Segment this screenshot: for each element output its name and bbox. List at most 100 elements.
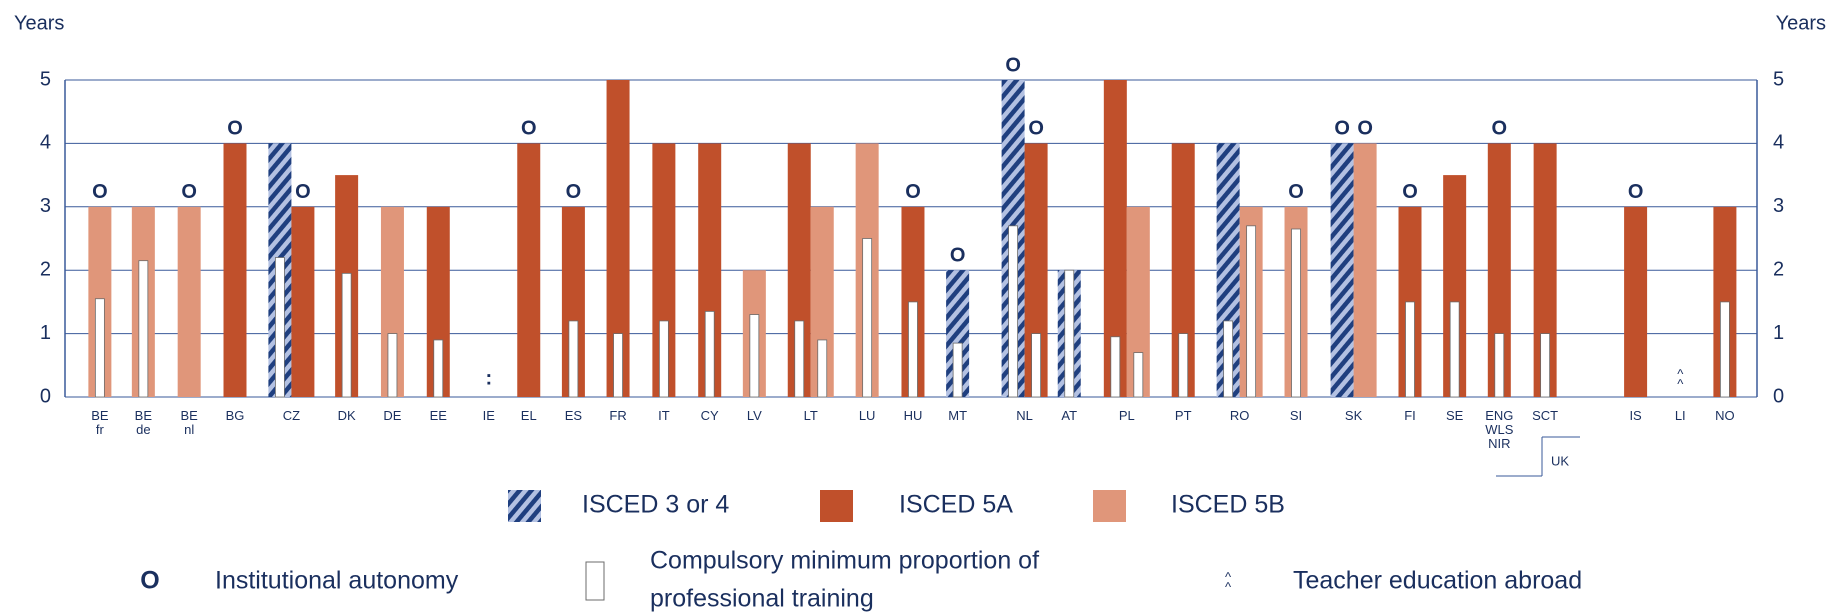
x-tick-label: NO xyxy=(1715,408,1735,423)
bar xyxy=(787,143,811,397)
bar xyxy=(1024,143,1048,397)
y-axis-label: Years xyxy=(14,12,64,34)
autonomy-marker: O xyxy=(181,181,197,203)
training-bar xyxy=(1133,352,1144,398)
autonomy-marker: O xyxy=(92,181,108,203)
x-tick-label: LT xyxy=(804,408,818,423)
y-tick-label: 5 xyxy=(40,68,51,90)
x-tick-label: CZ xyxy=(283,408,300,423)
training-bar xyxy=(1031,333,1041,398)
autonomy-marker: O xyxy=(1402,181,1418,203)
training-bar xyxy=(613,333,623,398)
x-tick-label: SI xyxy=(1290,408,1302,423)
x-tick-label: DE xyxy=(383,408,401,423)
y-tick-label: 1 xyxy=(40,322,51,344)
bar xyxy=(177,206,201,397)
autonomy-marker: O xyxy=(1628,181,1644,203)
x-tick-label: DK xyxy=(338,408,356,423)
bar xyxy=(1330,143,1354,397)
training-bar xyxy=(1008,225,1018,398)
training-bar xyxy=(1178,333,1189,398)
x-tick-label: FI xyxy=(1404,408,1416,423)
training-bar xyxy=(658,320,669,398)
abroad-marker: ^ xyxy=(1677,366,1684,381)
training-bar xyxy=(908,301,918,398)
y-tick-label: 4 xyxy=(40,132,51,154)
autonomy-marker: O xyxy=(905,181,921,203)
legend-symbol: O xyxy=(140,567,159,595)
autonomy-marker: O xyxy=(1005,54,1021,76)
x-tick-label: RO xyxy=(1230,408,1250,423)
bar xyxy=(291,206,315,397)
x-tick-label: SCT xyxy=(1532,408,1558,423)
legend-label: ISCED 5B xyxy=(1171,491,1285,519)
training-bar xyxy=(1291,228,1301,398)
y2-tick-label: 0 xyxy=(1773,385,1784,407)
y-tick-label: 3 xyxy=(40,195,51,217)
legend-label: ISCED 5A xyxy=(899,491,1013,519)
training-bar xyxy=(1720,301,1730,398)
training-bar xyxy=(1110,336,1121,398)
y2-tick-label: 2 xyxy=(1773,258,1784,280)
y2-tick-label: 4 xyxy=(1773,132,1784,154)
training-bar xyxy=(817,339,828,398)
training-bar xyxy=(1246,225,1257,398)
training-bar xyxy=(274,257,285,398)
bar xyxy=(426,206,450,397)
legend-label: Compulsory minimum proportion of xyxy=(650,547,1039,575)
autonomy-marker: O xyxy=(1492,118,1508,140)
x-tick-label: BE nl xyxy=(181,408,199,437)
legend-label: professional training xyxy=(650,585,874,613)
abroad-marker: ^ xyxy=(1677,376,1684,391)
legend-swatch xyxy=(820,490,853,522)
autonomy-marker: O xyxy=(295,181,311,203)
bar xyxy=(1216,143,1240,397)
x-tick-label: EL xyxy=(521,408,537,423)
training-bar xyxy=(749,314,760,398)
y2-tick-label: 1 xyxy=(1773,322,1784,344)
legend-label: Teacher education abroad xyxy=(1293,567,1582,595)
x-tick-label: BE fr xyxy=(91,408,109,437)
bar xyxy=(1103,80,1127,397)
training-bar xyxy=(1540,333,1551,398)
autonomy-marker: O xyxy=(950,244,966,266)
x-tick-label: SE xyxy=(1446,408,1464,423)
training-bar xyxy=(387,333,398,398)
training-bar xyxy=(138,260,149,398)
x-tick-label: LI xyxy=(1675,408,1686,423)
autonomy-marker: O xyxy=(1028,118,1044,140)
training-bar xyxy=(952,342,963,398)
legend-swatch xyxy=(508,490,541,522)
x-tick-label: PT xyxy=(1175,408,1192,423)
training-bar xyxy=(1405,301,1415,398)
x-tick-label: ENG WLS NIR xyxy=(1485,408,1514,451)
bar xyxy=(1171,143,1195,397)
bar xyxy=(1353,143,1377,397)
y-tick-label: 2 xyxy=(40,258,51,280)
legend-swatch xyxy=(1093,490,1126,522)
x-tick-label: HU xyxy=(904,408,923,423)
x-tick-label: SK xyxy=(1345,408,1363,423)
autonomy-marker: O xyxy=(1334,118,1350,140)
x-tick-label: AT xyxy=(1061,408,1077,423)
bar xyxy=(652,143,676,397)
legend-label: ISCED 3 or 4 xyxy=(582,491,729,519)
bar xyxy=(698,143,722,397)
x-tick-label: BE de xyxy=(135,408,153,437)
x-tick-label: LU xyxy=(859,408,876,423)
autonomy-marker: O xyxy=(1288,181,1304,203)
bar xyxy=(1487,143,1511,397)
training-bar xyxy=(704,311,715,398)
training-bar xyxy=(862,238,873,398)
x-tick-label: PL xyxy=(1119,408,1135,423)
autonomy-marker: O xyxy=(566,181,582,203)
training-bar xyxy=(568,320,579,398)
bar xyxy=(517,143,541,397)
training-bar xyxy=(94,298,105,398)
y2-axis-label: Years xyxy=(1776,12,1826,34)
x-tick-label: IS xyxy=(1629,408,1642,423)
y-tick-label: 0 xyxy=(40,385,51,407)
x-tick-label: NL xyxy=(1016,408,1033,423)
group-label: UK xyxy=(1551,453,1569,468)
